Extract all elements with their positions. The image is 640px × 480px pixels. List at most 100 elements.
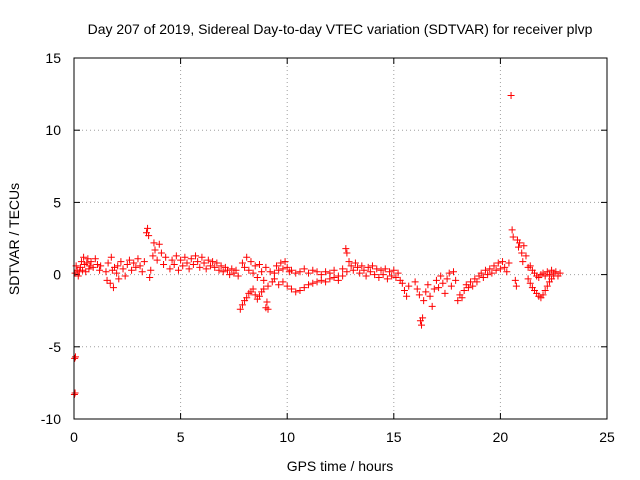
data-point	[437, 272, 445, 280]
data-point	[305, 269, 313, 277]
data-point	[283, 282, 291, 290]
data-point	[103, 276, 111, 284]
data-point	[217, 262, 225, 270]
data-point	[354, 263, 362, 271]
data-point	[520, 242, 528, 250]
data-point	[317, 271, 325, 279]
data-point	[309, 266, 317, 274]
data-point	[411, 278, 419, 286]
data-point	[160, 260, 168, 268]
data-point	[234, 272, 242, 280]
data-point	[74, 272, 82, 280]
data-point	[215, 266, 223, 274]
data-point	[422, 288, 430, 296]
data-point	[339, 265, 347, 273]
data-point	[526, 262, 534, 270]
data-point	[330, 266, 338, 274]
data-points	[70, 92, 564, 398]
data-point	[185, 265, 193, 273]
data-point	[460, 286, 468, 294]
data-point	[300, 284, 308, 292]
data-point	[228, 265, 236, 273]
data-point	[79, 266, 87, 274]
data-point	[162, 253, 170, 261]
data-point	[125, 256, 133, 264]
data-point	[251, 291, 259, 299]
data-point	[539, 291, 547, 299]
data-point	[238, 301, 246, 309]
x-axis-label: GPS time / hours	[287, 458, 394, 474]
data-point	[275, 281, 283, 289]
data-point	[501, 263, 509, 271]
data-point	[102, 268, 110, 276]
data-point	[84, 255, 92, 263]
data-point	[128, 266, 136, 274]
data-point	[326, 269, 334, 277]
data-point	[260, 285, 268, 293]
data-point	[526, 279, 534, 287]
data-point	[111, 263, 119, 271]
data-point	[89, 263, 97, 271]
data-point	[305, 281, 313, 289]
data-point	[145, 232, 153, 240]
data-point	[243, 294, 251, 302]
data-point	[484, 271, 492, 279]
data-point	[82, 268, 90, 276]
data-point	[522, 252, 530, 260]
data-point	[432, 276, 440, 284]
data-point	[345, 258, 353, 266]
data-point	[149, 252, 157, 260]
data-point	[473, 278, 481, 286]
y-tick-label: 0	[53, 267, 61, 283]
data-point	[356, 269, 364, 277]
data-point	[251, 262, 259, 270]
data-point	[253, 273, 261, 281]
data-point	[507, 92, 515, 100]
data-point	[107, 253, 115, 261]
data-point	[174, 266, 182, 274]
data-point	[211, 263, 219, 271]
data-point	[490, 262, 498, 270]
data-point	[508, 226, 516, 234]
data-point	[441, 289, 449, 297]
data-point	[509, 233, 517, 241]
data-point	[516, 239, 524, 247]
data-point	[170, 260, 178, 268]
data-point	[545, 271, 553, 279]
data-point	[435, 284, 443, 292]
data-point	[386, 268, 394, 276]
data-point	[292, 288, 300, 296]
data-point	[300, 265, 308, 273]
data-point	[330, 273, 338, 281]
data-point	[121, 272, 129, 280]
data-point	[115, 275, 123, 283]
grid-lines	[74, 58, 607, 419]
data-point	[187, 255, 195, 263]
data-point	[428, 302, 436, 310]
x-tick-label: 5	[177, 429, 185, 445]
data-point	[430, 285, 438, 293]
data-point	[249, 285, 257, 293]
data-point	[150, 239, 158, 247]
data-point	[85, 265, 93, 273]
data-point	[130, 259, 138, 267]
x-tick-label: 10	[279, 429, 295, 445]
data-point	[255, 260, 263, 268]
x-tick-labels: 0 5 10 15 20 25	[70, 429, 615, 445]
data-point	[260, 276, 268, 284]
data-point	[275, 266, 283, 274]
data-point	[479, 273, 487, 281]
data-point	[481, 266, 489, 274]
data-point	[281, 258, 289, 266]
data-point	[138, 268, 146, 276]
data-point	[398, 279, 406, 287]
data-point	[104, 259, 112, 267]
data-point	[114, 262, 122, 270]
data-point	[202, 265, 210, 273]
data-point	[198, 253, 206, 261]
data-point	[157, 249, 165, 257]
data-point	[373, 265, 381, 273]
data-point	[477, 269, 485, 277]
data-point	[486, 265, 494, 273]
data-point	[200, 259, 208, 267]
